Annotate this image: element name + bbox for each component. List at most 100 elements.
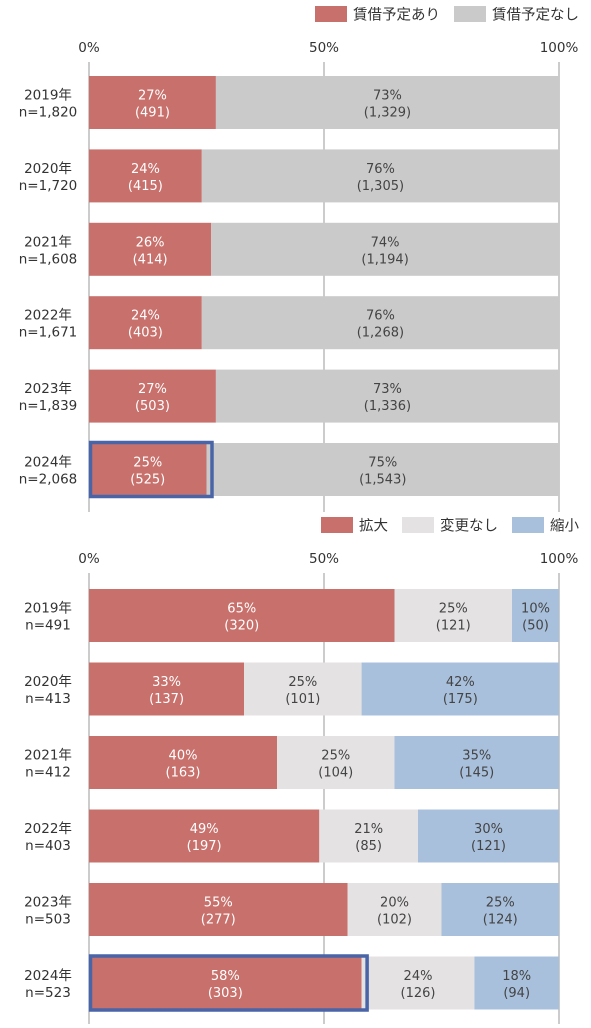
data-label-2-2: 35% <box>462 749 491 764</box>
count-label-0-0: (491) <box>135 106 170 121</box>
bar-1-1 <box>244 662 362 716</box>
x-tick-label-1: 50% <box>309 40 339 56</box>
x-tick-label-2: 100% <box>540 40 579 56</box>
category-label-4: 2023年 n=503 <box>24 895 72 928</box>
data-label-1-1: 76% <box>366 162 395 177</box>
data-label-0-3: 24% <box>131 309 160 324</box>
legend-swatch-2 <box>512 517 544 533</box>
data-label-1-5: 24% <box>404 969 433 984</box>
bar-1-4 <box>215 369 559 423</box>
data-label-2-3: 30% <box>474 822 503 837</box>
category-label-3: 2022年 n=1,671 <box>19 308 78 341</box>
bar-0-5 <box>89 443 207 496</box>
count-label-1-4: (1,336) <box>364 399 411 414</box>
bar-2-4 <box>441 883 559 936</box>
data-label-1-4: 20% <box>380 896 409 911</box>
count-label-1-4: (102) <box>377 913 412 928</box>
bar-2-5 <box>474 956 559 1010</box>
count-label-0-2: (414) <box>133 252 168 267</box>
data-label-1-0: 25% <box>439 602 468 617</box>
bar-1-4 <box>347 883 442 936</box>
legend-label-1: 変更なし <box>440 518 498 535</box>
count-label-0-1: (415) <box>128 179 163 194</box>
bar-0-3 <box>89 296 202 350</box>
count-label-1-3: (85) <box>355 839 382 854</box>
data-label-1-3: 76% <box>366 309 395 324</box>
bar-0-4 <box>89 369 216 423</box>
data-label-0-4: 27% <box>138 382 167 397</box>
bar-1-3 <box>201 296 560 350</box>
highlight-frame <box>88 440 214 499</box>
bar-1-0 <box>215 76 559 129</box>
category-label-5: 2024年 n=523 <box>24 968 72 1001</box>
category-label-0: 2019年 n=491 <box>24 601 72 634</box>
count-label-0-5: (303) <box>208 986 243 1001</box>
category-label-2: 2021年 n=1,608 <box>19 234 78 267</box>
data-label-0-4: 55% <box>204 896 233 911</box>
data-label-2-4: 25% <box>486 896 515 911</box>
count-label-2-5: (94) <box>503 986 530 1001</box>
bar-1-5 <box>361 956 475 1010</box>
data-label-2-0: 10% <box>521 602 550 617</box>
x-tick-label-0: 0% <box>78 551 100 567</box>
bar-0-4 <box>89 883 348 936</box>
bar-2-0 <box>512 589 559 642</box>
bar-1-3 <box>319 809 418 863</box>
legend-label-1: 賃借予定なし <box>492 7 579 24</box>
bar-1-2 <box>211 222 559 276</box>
bar-0-1 <box>89 662 245 716</box>
data-label-0-1: 24% <box>131 162 160 177</box>
count-label-1-2: (104) <box>318 766 353 781</box>
count-label-2-2: (145) <box>459 766 494 781</box>
bar-2-3 <box>418 809 559 863</box>
bar-0-5 <box>89 956 362 1010</box>
data-label-0-0: 65% <box>227 602 256 617</box>
data-label-1-2: 74% <box>371 235 400 250</box>
x-tick-label-2: 100% <box>540 551 579 567</box>
data-label-0-5: 25% <box>133 456 162 471</box>
count-label-1-5: (1,543) <box>359 473 406 488</box>
bar-1-2 <box>277 736 395 789</box>
count-label-1-5: (126) <box>401 986 436 1001</box>
legend-label-0: 拡大 <box>359 518 388 535</box>
count-label-0-5: (525) <box>130 473 165 488</box>
category-label-2: 2021年 n=412 <box>24 748 72 781</box>
data-label-1-5: 75% <box>368 456 397 471</box>
count-label-0-4: (503) <box>135 399 170 414</box>
data-label-2-1: 42% <box>446 675 475 690</box>
x-tick-label-0: 0% <box>78 40 100 56</box>
category-label-1: 2020年 n=413 <box>24 674 72 707</box>
data-label-1-1: 25% <box>288 675 317 690</box>
data-label-1-2: 25% <box>321 749 350 764</box>
count-label-2-1: (175) <box>443 692 478 707</box>
count-label-1-1: (101) <box>285 692 320 707</box>
bar-0-3 <box>89 809 320 863</box>
count-label-0-2: (163) <box>166 766 201 781</box>
count-label-0-1: (137) <box>149 692 184 707</box>
category-label-5: 2024年 n=2,068 <box>19 455 78 488</box>
legend-swatch-1 <box>402 517 434 533</box>
bar-0-0 <box>89 76 216 129</box>
data-label-2-5: 18% <box>502 969 531 984</box>
count-label-0-3: (197) <box>187 839 222 854</box>
category-label-4: 2023年 n=1,839 <box>19 381 78 414</box>
legend-swatch-1 <box>454 6 486 22</box>
legend-swatch-0 <box>315 6 347 22</box>
data-label-0-5: 58% <box>211 969 240 984</box>
count-label-0-3: (403) <box>128 326 163 341</box>
bar-2-1 <box>361 662 559 716</box>
highlight-frame <box>88 954 369 1012</box>
data-label-0-0: 27% <box>138 89 167 104</box>
bar-1-0 <box>394 589 512 642</box>
bar-0-0 <box>89 589 395 642</box>
count-label-1-0: (121) <box>436 619 471 634</box>
count-label-1-3: (1,268) <box>357 326 404 341</box>
count-label-0-4: (277) <box>201 913 236 928</box>
count-label-1-2: (1,194) <box>361 252 408 267</box>
count-label-2-3: (121) <box>471 839 506 854</box>
legend-label-2: 縮小 <box>550 518 579 535</box>
data-label-0-1: 33% <box>152 675 181 690</box>
legend-label-0: 賃借予定あり <box>353 7 440 24</box>
count-label-1-1: (1,305) <box>357 179 404 194</box>
